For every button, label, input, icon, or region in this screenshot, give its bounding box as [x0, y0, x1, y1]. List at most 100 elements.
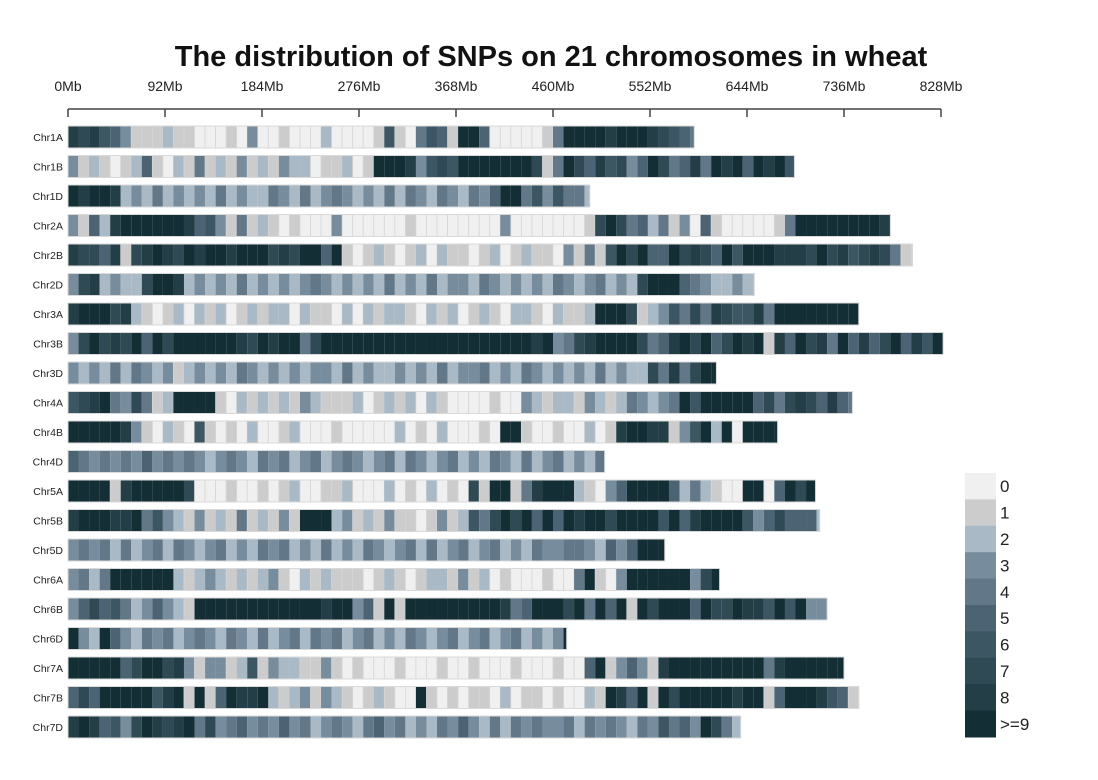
chromosome-Chr1B: Chr1B: [33, 155, 795, 178]
density-bin: [183, 480, 195, 502]
density-bin: [563, 420, 575, 444]
density-bin: [394, 303, 406, 325]
density-bin: [605, 480, 617, 502]
density-bin: [162, 391, 174, 414]
density-bin: [89, 568, 100, 591]
density-bin: [679, 126, 691, 148]
density-bin: [320, 302, 332, 326]
density-bin: [120, 627, 132, 650]
density-bin: [616, 421, 627, 443]
density-bin: [183, 509, 195, 532]
density-bin: [531, 332, 543, 355]
density-bin: [341, 214, 354, 237]
density-bin: [321, 509, 332, 532]
density-bin: [141, 214, 153, 237]
density-bin: [404, 686, 417, 709]
chromosome-Chr4D: Chr4D: [33, 450, 606, 473]
tick-label: 552Mb: [629, 78, 672, 94]
chromosome-Chr5A: Chr5A: [33, 479, 817, 503]
density-bin: [247, 539, 258, 561]
density-bin: [215, 420, 227, 444]
density-bin: [658, 391, 669, 414]
density-bin: [321, 332, 332, 355]
density-bin: [89, 303, 100, 325]
chromosome-label: Chr1D: [33, 191, 64, 203]
density-bin: [267, 125, 280, 149]
density-bin: [447, 598, 459, 620]
density-bin: [183, 716, 195, 738]
density-bin: [647, 539, 659, 561]
density-bin: [679, 686, 691, 709]
density-bin: [573, 302, 586, 326]
density-bin: [647, 391, 659, 414]
density-bin: [827, 391, 838, 414]
density-bin: [131, 568, 142, 591]
density-bin: [763, 509, 775, 532]
density-bin: [563, 362, 575, 384]
density-bin: [520, 214, 533, 237]
density-bin: [668, 598, 680, 620]
density-bin: [500, 273, 511, 296]
density-bin: [700, 598, 712, 620]
density-bin: [99, 303, 111, 325]
density-bin: [151, 391, 164, 414]
density-bin: [510, 214, 522, 237]
density-bin: [563, 686, 575, 709]
density-bin: [468, 185, 480, 207]
legend-swatch: [965, 552, 996, 580]
density-bin: [162, 214, 174, 237]
density-bin: [110, 539, 121, 561]
density-bin: [426, 568, 438, 591]
density-bin: [278, 155, 290, 178]
density-bin: [352, 450, 364, 473]
density-bin: [574, 185, 585, 207]
density-bin: [468, 126, 480, 148]
density-bin: [542, 125, 554, 149]
density-bin: [310, 244, 322, 266]
density-bin: [342, 185, 353, 207]
density-bin: [500, 362, 511, 384]
density-bin: [668, 303, 680, 325]
density-bin: [141, 450, 153, 473]
density-bin: [605, 686, 617, 709]
density-bin: [900, 332, 912, 355]
density-bin: [827, 686, 838, 709]
density-bin: [542, 214, 554, 237]
density-bin: [363, 332, 374, 355]
density-bin: [499, 243, 512, 267]
density-bin: [152, 539, 163, 561]
density-bin: [658, 480, 669, 502]
density-bin: [131, 627, 142, 650]
density-bin: [690, 421, 701, 443]
density-bin: [247, 126, 258, 148]
density-bin: [99, 273, 111, 296]
density-bin: [342, 539, 353, 561]
density-bin: [795, 391, 807, 414]
density-bin: [373, 332, 385, 355]
density-bin: [257, 568, 269, 591]
density-bin: [173, 391, 184, 414]
density-bin: [479, 450, 490, 473]
density-bin: [816, 391, 828, 414]
density-bin: [215, 450, 227, 473]
density-bin: [510, 125, 522, 149]
density-bin: [342, 273, 353, 296]
density-bin: [226, 273, 237, 296]
density-bin: [205, 362, 216, 384]
density-bin: [637, 273, 648, 296]
density-bin: [131, 185, 142, 207]
density-bin: [99, 657, 111, 679]
density-bin: [479, 303, 490, 325]
legend-swatch: [965, 499, 996, 527]
density-bin: [520, 125, 533, 149]
density-bin: [478, 243, 491, 267]
density-bin: [268, 332, 279, 355]
density-bin: [68, 657, 79, 679]
density-bin: [268, 244, 279, 266]
density-bin: [215, 391, 227, 414]
density-bin: [257, 627, 269, 650]
density-bin: [732, 273, 743, 296]
density-bin: [489, 539, 501, 561]
density-bin: [352, 686, 364, 709]
density-bin: [183, 539, 195, 561]
